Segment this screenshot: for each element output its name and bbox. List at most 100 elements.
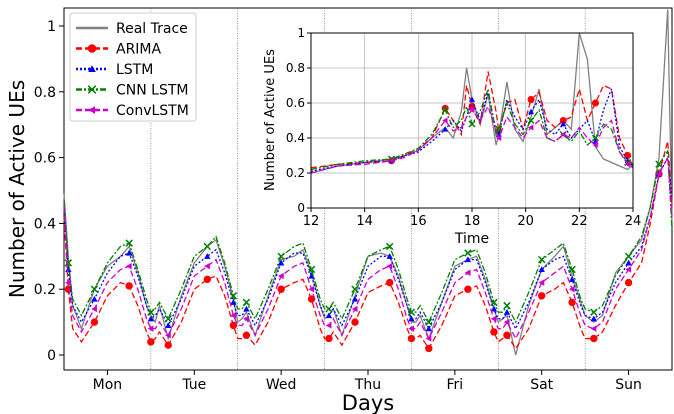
inset-x-axis: 12 14 16 18 20 22 24: [303, 208, 642, 229]
inset-series-line-real-trace: [310, 32, 634, 174]
data-point-arima: [242, 331, 251, 339]
data-point-cnn-lstm: [307, 265, 316, 274]
data-point-convlstm: [147, 325, 154, 332]
inset-y-tick-label: 0.2: [286, 166, 305, 180]
x-tick-label: Thu: [354, 377, 381, 393]
inset-data-point-convlstm: [469, 107, 475, 113]
series-line-arima: [63, 141, 673, 350]
inset-data-point-convlstm: [528, 124, 534, 131]
data-point-convlstm: [351, 305, 358, 313]
data-point-convlstm: [386, 262, 393, 270]
data-point-lstm: [125, 249, 133, 256]
x-tick-label: Wed: [266, 377, 297, 393]
inset-data-point-cnn-lstm: [468, 120, 476, 128]
data-point-arima: [407, 334, 416, 343]
data-point-lstm: [590, 315, 598, 322]
data-point-convlstm: [91, 305, 97, 313]
data-point-cnn-lstm: [229, 292, 238, 300]
data-point-convlstm: [655, 170, 662, 178]
data-point-arima: [164, 341, 172, 349]
inset-x-axis-label: Time: [454, 231, 489, 247]
data-point-cnn-lstm: [655, 160, 663, 168]
data-point-lstm: [490, 305, 498, 312]
data-point-lstm: [425, 325, 432, 332]
data-point-cnn-lstm: [277, 252, 285, 261]
x-tick-label: Mon: [93, 377, 123, 393]
data-point-lstm: [503, 309, 511, 315]
data-point-convlstm: [243, 315, 249, 323]
inset-x-tick-label: 24: [625, 214, 642, 229]
data-point-convlstm: [230, 312, 236, 319]
data-point-arima: [568, 298, 576, 307]
data-point-arima: [590, 334, 598, 343]
data-point-cnn-lstm: [351, 285, 359, 293]
inset-data-point-lstm: [442, 126, 449, 132]
data-point-convlstm: [490, 315, 497, 323]
x-tick-label: Sat: [530, 377, 553, 393]
y-tick-label: 1: [47, 19, 56, 35]
inset-x-tick-label: 16: [410, 214, 427, 229]
inset-y-tick-label: 0.4: [286, 131, 305, 145]
main-y-axis-label: Number of Active UEs: [5, 80, 29, 298]
inset-y-tick-label: 0: [297, 201, 305, 215]
data-point-convlstm: [277, 272, 284, 280]
inset-data-point-convlstm: [560, 131, 566, 138]
data-point-cnn-lstm: [90, 285, 99, 293]
data-point-cnn-lstm: [125, 239, 133, 247]
inset-data-point-cnn-lstm: [441, 106, 449, 114]
inset-y-tick-label: 0.8: [286, 61, 305, 75]
data-point-convlstm: [65, 279, 71, 286]
legend-marker-arima: [87, 44, 97, 53]
legend-label-real-trace: Real Trace: [116, 21, 188, 37]
data-point-lstm: [308, 272, 315, 279]
data-point-cnn-lstm: [242, 298, 251, 307]
data-point-convlstm: [503, 318, 510, 326]
data-point-convlstm: [165, 332, 171, 339]
data-point-convlstm: [204, 262, 210, 270]
data-point-convlstm: [625, 266, 632, 273]
data-point-lstm: [243, 305, 250, 312]
series-line-convlstm: [63, 155, 673, 341]
data-point-lstm: [165, 322, 172, 328]
legend-marker-convlstm: [88, 106, 96, 114]
legend-box: [69, 12, 197, 122]
data-point-cnn-lstm: [490, 298, 498, 307]
data-point-lstm: [625, 259, 632, 266]
data-point-arima: [425, 344, 433, 353]
series-line-real-trace: [63, 9, 673, 356]
data-point-lstm: [538, 266, 545, 273]
inset-y-axis: 0 0.2 0.4 0.6 0.8 1: [286, 26, 311, 215]
y-tick-label: 0.8: [34, 85, 56, 101]
inset-data-point-lstm: [469, 96, 475, 102]
data-point-cnn-lstm: [203, 242, 212, 251]
data-point-cnn-lstm: [624, 252, 633, 261]
data-point-convlstm: [464, 269, 471, 276]
data-point-arima: [351, 318, 359, 326]
legend-label-arima: ARIMA: [116, 42, 162, 58]
data-point-convlstm: [538, 279, 545, 286]
x-tick-label: Fri: [447, 377, 464, 393]
y-tick-label: 0.6: [34, 151, 56, 167]
data-point-convlstm: [425, 335, 432, 342]
data-point-cnn-lstm: [503, 301, 511, 310]
inset-data-point-convlstm: [442, 117, 448, 124]
inset-x-tick-label: 22: [571, 214, 588, 229]
inset-x-tick-label: 14: [356, 214, 373, 229]
legend-label-convlstm: ConvLSTM: [116, 103, 189, 119]
inset-data-point-lstm: [528, 108, 535, 115]
data-point-arima: [386, 278, 394, 287]
inset-series-line-cnn-lstm: [310, 86, 634, 171]
data-point-lstm: [277, 259, 285, 266]
y-tick-label: 0.2: [34, 282, 56, 298]
inset-y-tick-label: 0.6: [286, 96, 305, 110]
data-point-arima: [125, 282, 133, 290]
data-point-convlstm: [568, 286, 575, 293]
data-point-arima: [503, 331, 511, 339]
data-point-arima: [203, 275, 212, 284]
data-point-arima: [490, 328, 498, 336]
y-tick-label: 0.4: [34, 216, 56, 232]
data-point-arima: [538, 292, 546, 300]
inset-y-tick-label: 1: [297, 26, 305, 40]
data-point-arima: [229, 321, 238, 330]
data-point-convlstm: [308, 286, 315, 293]
